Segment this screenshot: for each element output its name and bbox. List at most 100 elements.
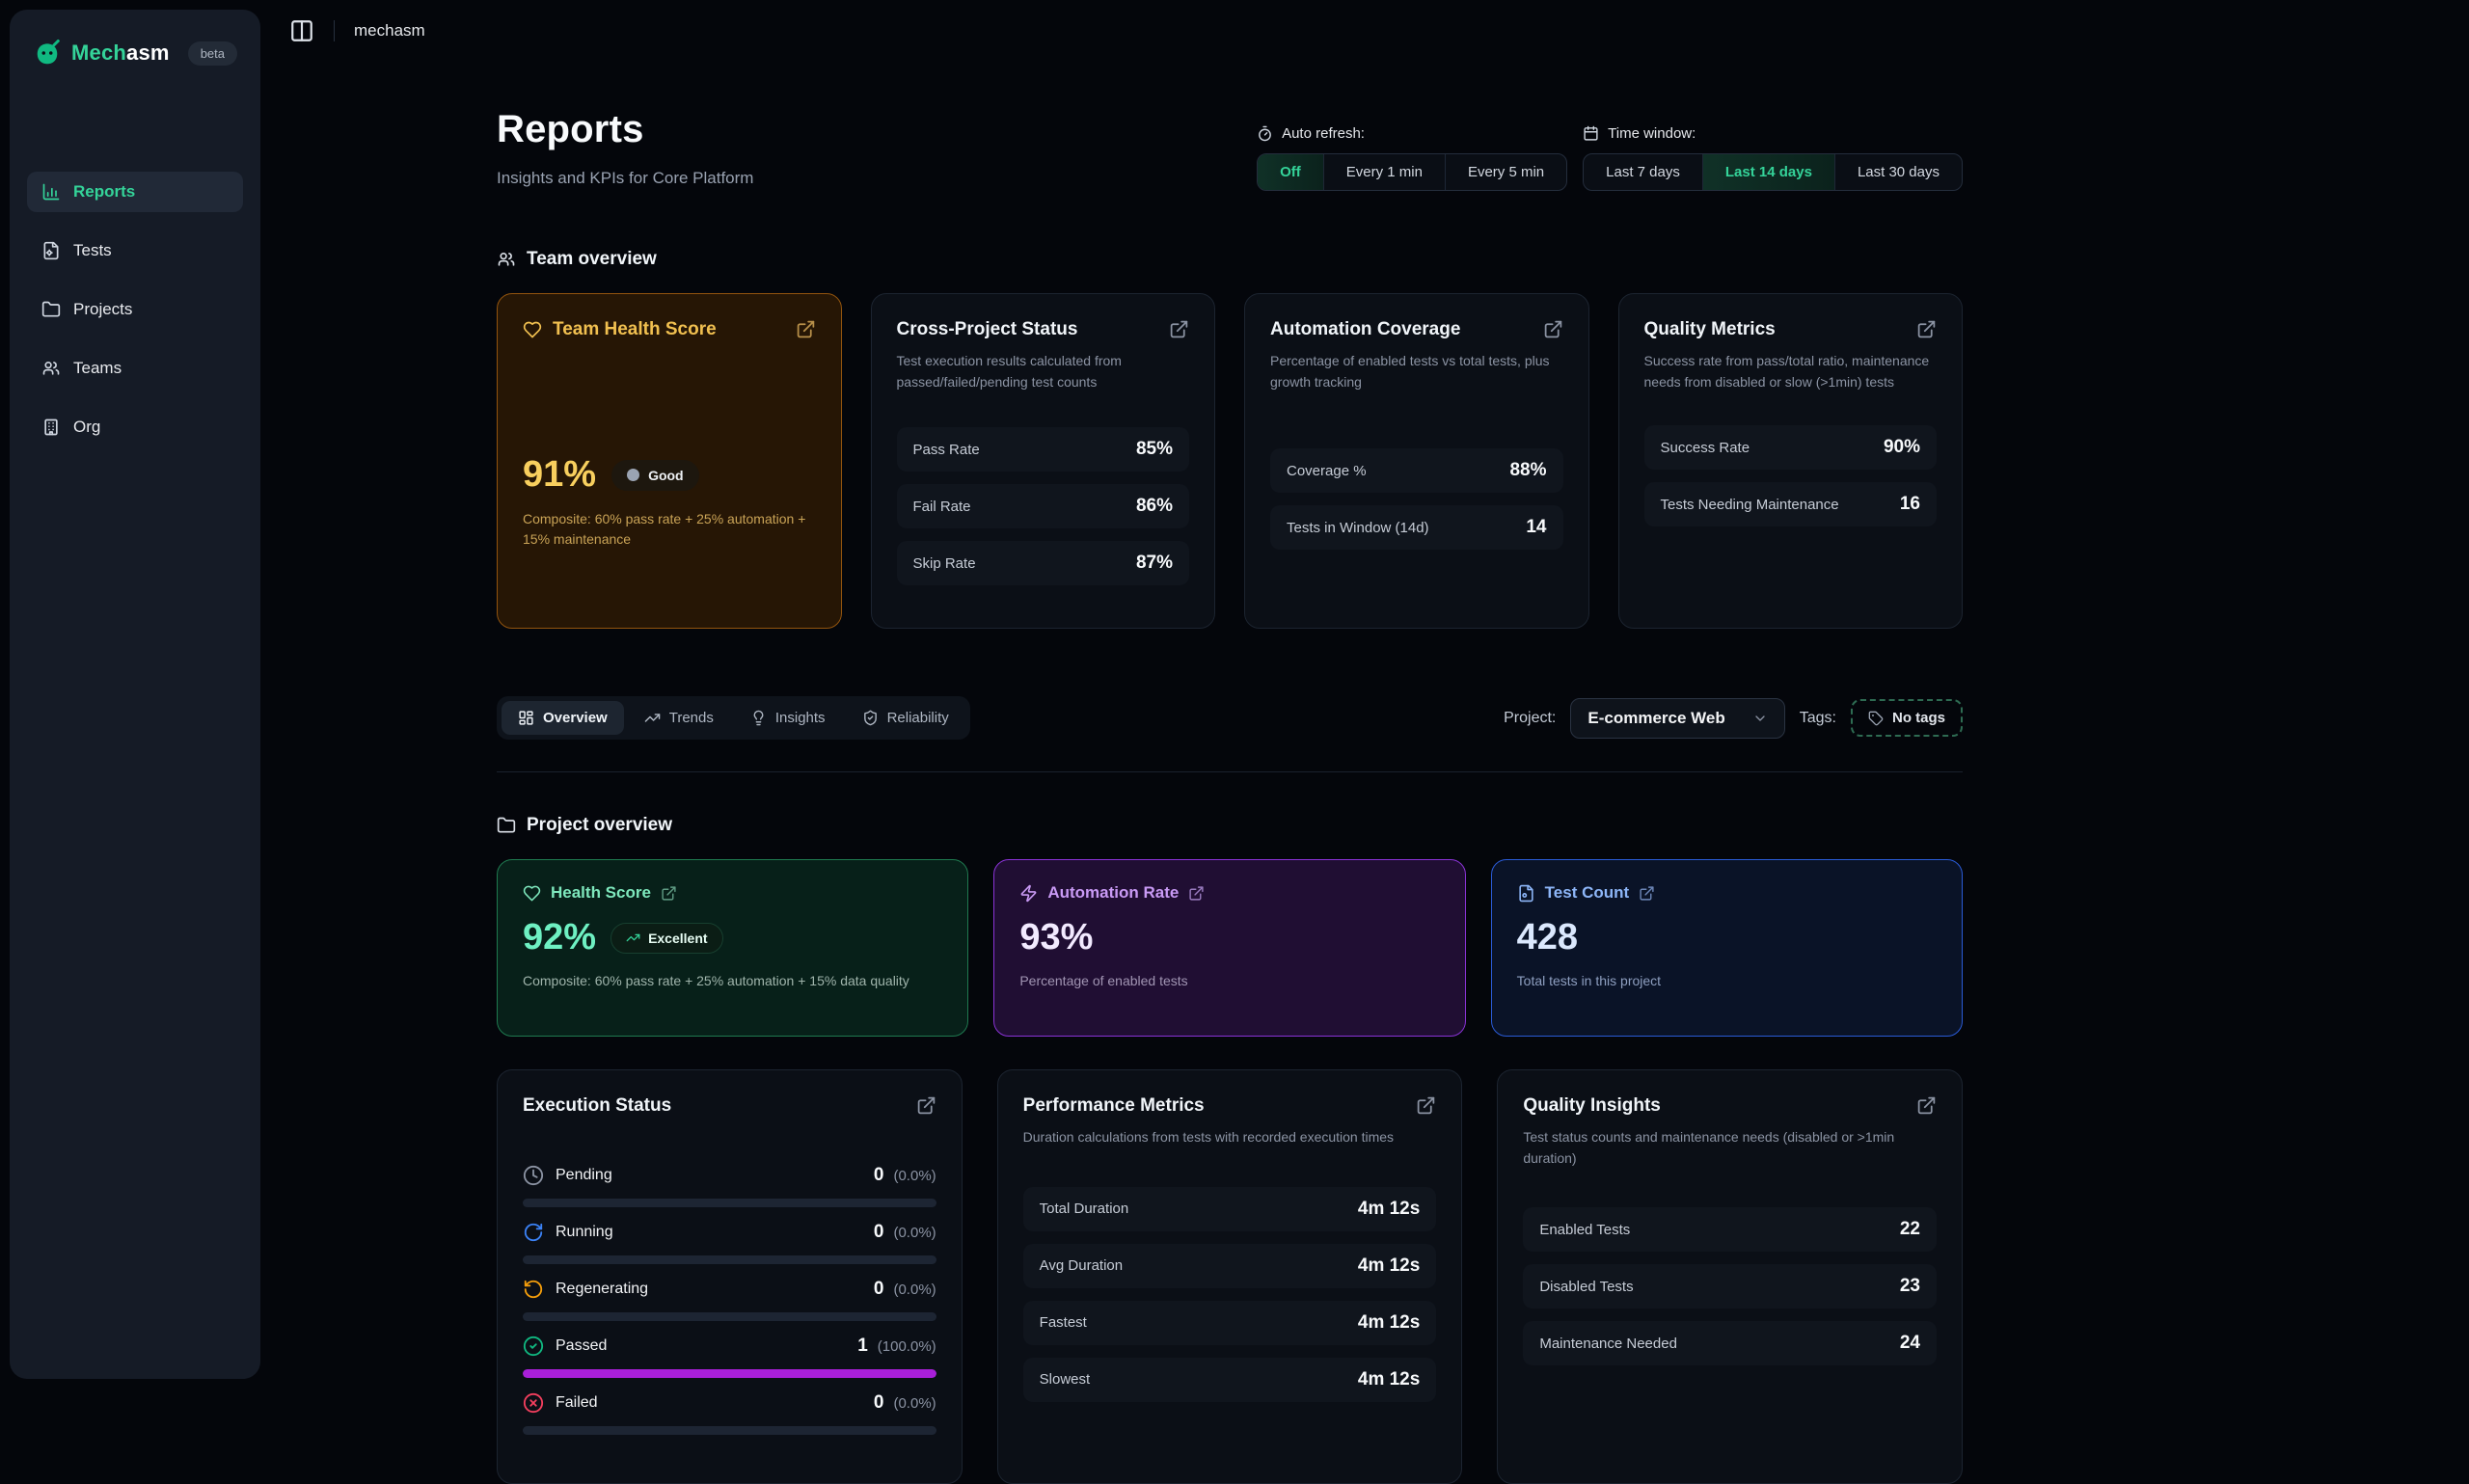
sidebar-item-projects[interactable]: Projects [27, 289, 243, 330]
chevron-down-icon [1755, 715, 1765, 721]
page-title: Reports [497, 108, 644, 150]
heart-icon [523, 885, 541, 901]
sidebar-item-label: Projects [73, 300, 133, 318]
project-label: Project: [1504, 709, 1557, 726]
status-row-passed: Passed 1 (100.0%) [523, 1336, 936, 1378]
robot-logo-icon [37, 40, 60, 65]
metric-row: Tests in Window (14d) 14 [1270, 505, 1563, 551]
project-health-score-card: Health Score 92% Excellent Composite: 60… [497, 859, 969, 1037]
folder-icon [41, 301, 61, 317]
status-row-running: Running 0 (0.0%) [523, 1222, 936, 1264]
card-description: Test status counts and maintenance needs… [1523, 1129, 1895, 1166]
timer-icon [1259, 125, 1271, 142]
topbar: mechasm [289, 0, 425, 62]
stat-value: 428 [1516, 917, 1579, 958]
metric-row: Avg Duration 4m 12s [1022, 1243, 1437, 1288]
users-icon [498, 252, 515, 266]
metric-row: Pass Rate 85% [896, 427, 1189, 472]
sidebar-item-reports[interactable]: Reports [27, 172, 243, 212]
card-title: Automation Coverage [1270, 319, 1461, 339]
status-row-regenerating: Regenerating 0 (0.0%) [523, 1279, 936, 1321]
card-title: Quality Insights [1523, 1095, 1661, 1116]
tab-overview[interactable]: Overview [502, 701, 624, 735]
external-link-icon[interactable] [796, 319, 816, 339]
topbar-divider [334, 20, 335, 41]
stat-title: Test Count [1544, 883, 1630, 902]
sidebar-item-label: Reports [73, 182, 136, 201]
folder-icon [497, 817, 516, 833]
stat-title: Health Score [551, 883, 651, 902]
stat-description: Composite: 60% pass rate + 25% automatio… [523, 973, 909, 988]
external-link-icon[interactable] [1916, 319, 1937, 339]
tags-filter[interactable]: No tags [1850, 699, 1963, 737]
external-link-icon[interactable] [1639, 885, 1655, 902]
project-select[interactable]: E-commerce Web [1570, 697, 1785, 739]
stat-value: 93% [1019, 917, 1094, 958]
external-link-icon[interactable] [916, 1095, 936, 1116]
external-link-icon[interactable] [661, 885, 677, 902]
building-icon [44, 418, 58, 436]
metric-row: Slowest 4m 12s [1022, 1357, 1437, 1402]
team-health-value: 91% [523, 454, 597, 495]
team-health-score-card: Team Health Score 91% Good Composite: 60… [497, 293, 842, 629]
card-description: Percentage of enabled tests vs total tes… [1270, 353, 1550, 390]
auto-refresh-segmented: Off Every 1 min Every 5 min [1257, 153, 1568, 191]
tab-reliability[interactable]: Reliability [846, 701, 965, 735]
progress-bar [523, 1426, 936, 1435]
performance-metrics-card: Performance Metrics Duration calculation… [996, 1069, 1463, 1484]
time-window-30d[interactable]: Last 30 days [1857, 164, 1940, 180]
tab-insights[interactable]: Insights [734, 701, 842, 735]
external-link-icon[interactable] [1169, 319, 1189, 339]
external-link-icon[interactable] [1188, 885, 1205, 902]
time-window-7d[interactable]: Last 7 days [1584, 154, 1703, 190]
sidebar: Mechasm beta Reports Tests Projects Team… [10, 10, 260, 1379]
external-link-icon[interactable] [1543, 319, 1563, 339]
sidebar-item-org[interactable]: Org [27, 407, 243, 447]
sidebar-item-label: Org [73, 418, 101, 436]
auto-refresh-1min[interactable]: Every 1 min [1324, 154, 1446, 190]
health-badge: Excellent [610, 922, 723, 954]
time-window-label: Time window: [1583, 125, 1963, 142]
quality-metrics-card: Quality Metrics Success rate from pass/t… [1617, 293, 1963, 629]
tab-trends[interactable]: Trends [628, 701, 730, 735]
metric-row: Disabled Tests 23 [1523, 1264, 1937, 1309]
auto-refresh-label: Auto refresh: [1257, 125, 1567, 142]
auto-refresh-group: Auto refresh: Off Every 1 min Every 5 mi… [1257, 125, 1568, 191]
stat-description: Total tests in this project [1516, 973, 1662, 988]
status-dot [627, 469, 640, 481]
metric-row: Fail Rate 86% [896, 484, 1189, 529]
external-link-icon[interactable] [1916, 1095, 1937, 1116]
auto-refresh-5min[interactable]: Every 5 min [1467, 164, 1545, 180]
metric-row: Enabled Tests 22 [1523, 1207, 1937, 1253]
layout-grid-icon [519, 711, 533, 725]
stat-title: Automation Rate [1047, 883, 1180, 902]
metric-row: Total Duration 4m 12s [1022, 1186, 1437, 1231]
panel-toggle-icon[interactable] [289, 18, 314, 43]
trending-up-icon [626, 933, 640, 942]
team-overview-header: Team overview [497, 249, 1963, 270]
clock-icon [523, 1165, 544, 1186]
execution-status-card: Execution Status Pending 0 (0.0%) Running [497, 1069, 963, 1484]
team-health-composite: Composite: 60% pass rate + 25% automatio… [523, 511, 806, 547]
sidebar-item-tests[interactable]: Tests [27, 230, 243, 271]
automation-coverage-card: Automation Coverage Percentage of enable… [1244, 293, 1589, 629]
card-title: Execution Status [523, 1095, 672, 1116]
topbar-title: mechasm [354, 21, 425, 40]
card-description: Success rate from pass/total ratio, main… [1643, 353, 1930, 390]
rotate-ccw-icon [524, 1280, 543, 1299]
project-overview-header: Project overview [497, 815, 1963, 836]
card-title: Team Health Score [553, 319, 717, 339]
calendar-icon [1584, 125, 1598, 141]
sidebar-nav: Reports Tests Projects Teams Org [27, 172, 243, 447]
main-content: Reports Insights and KPIs for Core Platf… [497, 0, 1963, 1484]
report-tabs: Overview Trends Insights Reliability [497, 696, 970, 740]
time-window-14d[interactable]: Last 14 days [1702, 154, 1835, 190]
zap-icon [1020, 884, 1037, 902]
metric-row: Skip Rate 87% [896, 541, 1189, 586]
test-count-card: Test Count 428 Total tests in this proje… [1490, 859, 1963, 1037]
card-description: Test execution results calculated from p… [896, 353, 1122, 390]
sidebar-item-teams[interactable]: Teams [27, 348, 243, 389]
users-icon [42, 361, 60, 375]
external-link-icon[interactable] [1416, 1095, 1436, 1116]
auto-refresh-off[interactable]: Off [1258, 154, 1324, 190]
